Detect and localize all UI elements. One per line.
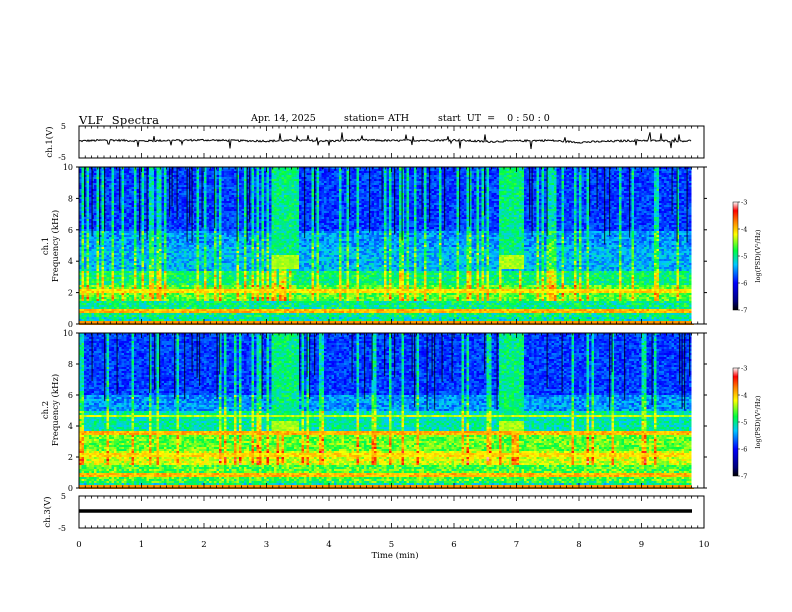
colorbar-gradient bbox=[733, 202, 738, 310]
x-tick-label: 5 bbox=[389, 540, 394, 550]
colorbar-tick: -5 bbox=[741, 253, 747, 261]
x-tick-label: 2 bbox=[201, 540, 206, 550]
x-tick-label: 10 bbox=[699, 540, 710, 550]
ch2-spec-ylabel: Frequency (kHz) bbox=[50, 374, 61, 446]
ch1-spectrogram bbox=[79, 167, 704, 325]
colorbar-label: log(PSD)(V²/Hz) bbox=[754, 229, 762, 282]
ch3-ytick-top: 5 bbox=[61, 492, 66, 501]
ch2-spectrogram bbox=[79, 333, 704, 489]
colorbar-tick: -6 bbox=[741, 446, 747, 454]
x-tick-label: 3 bbox=[264, 540, 269, 550]
x-axis-label: Time (min) bbox=[371, 550, 418, 561]
ch1-trace bbox=[79, 132, 691, 149]
x-tick-label: 6 bbox=[451, 540, 456, 550]
x-tick-label: 7 bbox=[514, 540, 519, 550]
spec-ytick-label: 4 bbox=[68, 257, 73, 266]
colorbar-tick: -6 bbox=[741, 280, 747, 288]
colorbar-gradient bbox=[733, 368, 738, 476]
colorbar-tick: -4 bbox=[741, 392, 747, 400]
colorbar-tick: -3 bbox=[741, 365, 747, 373]
colorbar-tick: -5 bbox=[741, 419, 747, 427]
colorbar-tick: -4 bbox=[741, 226, 747, 234]
ch1-spectrogram-panel: 10 8 6 4 2 0 ch.1 Frequency (kHz) bbox=[41, 163, 707, 329]
spec-ytick-label: 2 bbox=[68, 453, 73, 462]
spec-ytick-label: 4 bbox=[68, 422, 73, 431]
spec-ytick-label: 0 bbox=[68, 484, 73, 493]
spec-ytick-label: 2 bbox=[68, 289, 73, 298]
ch1-ylabel: ch.1(V) bbox=[44, 126, 55, 157]
colorbar-tick: -7 bbox=[741, 473, 747, 481]
ch1-panel: 5 -5 ch.1(V) bbox=[44, 122, 704, 162]
colorbar-tick: -7 bbox=[741, 307, 747, 315]
x-tick-label: 1 bbox=[139, 540, 144, 550]
colorbar-tick: -3 bbox=[741, 199, 747, 207]
ch1-spec-ylabel: Frequency (kHz) bbox=[50, 210, 61, 282]
x-tick-label: 4 bbox=[326, 540, 331, 550]
ch1-ytick-bottom: -5 bbox=[58, 153, 66, 162]
ch2-spectrogram-panel: 10 8 6 4 2 0 ch.2 Frequency (kHz) bbox=[41, 329, 707, 493]
x-tick-label: 9 bbox=[639, 540, 644, 550]
spec-ytick-label: 0 bbox=[68, 320, 73, 329]
spec-ytick-label: 10 bbox=[63, 163, 73, 172]
ch2-spec-ylabel-top: ch.2 bbox=[41, 401, 51, 419]
spec-ytick-label: 6 bbox=[68, 391, 73, 400]
spec-ytick-label: 8 bbox=[68, 360, 73, 369]
ch1-colorbar: -3 -4 -5 -6 -7 log(PSD)(V²/Hz) bbox=[733, 199, 762, 315]
ch3-ylabel: ch.3(V) bbox=[42, 496, 53, 527]
spec-ytick-label: 6 bbox=[68, 226, 73, 235]
ch2-colorbar: -3 -4 -5 -6 -7 log(PSD)(V²/Hz) bbox=[733, 365, 762, 481]
spec-ytick-label: 10 bbox=[63, 329, 73, 338]
ch3-ytick-bottom: -5 bbox=[58, 524, 66, 533]
ch1-spec-ylabel-top: ch.1 bbox=[41, 237, 51, 255]
x-tick-label: 8 bbox=[576, 540, 581, 550]
colorbar-label: log(PSD)(V²/Hz) bbox=[754, 395, 762, 448]
x-tick-label: 0 bbox=[76, 540, 81, 550]
spec-ytick-label: 8 bbox=[68, 194, 73, 203]
ch1-ytick-top: 5 bbox=[61, 122, 66, 131]
